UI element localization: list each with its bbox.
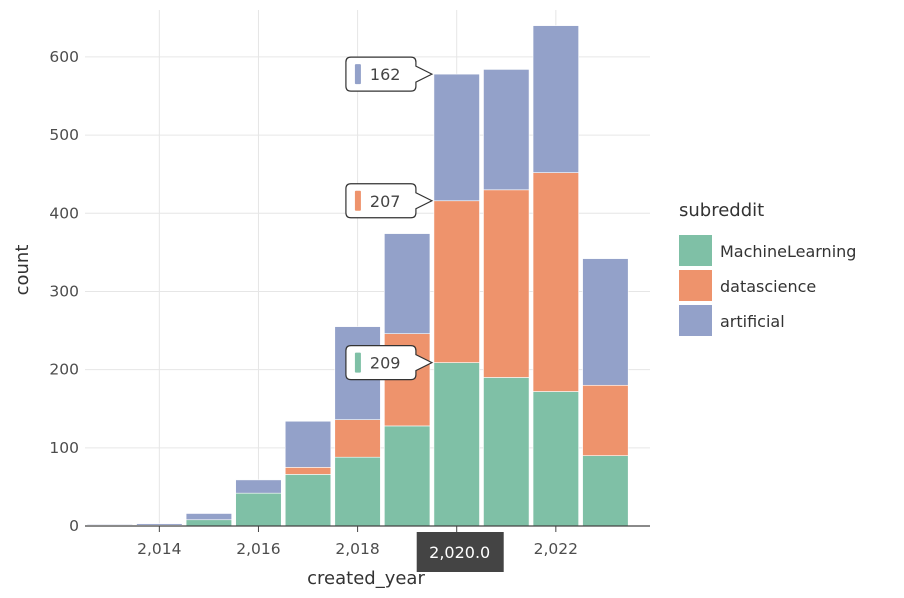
bar-segment-artificial[interactable] bbox=[433, 73, 480, 202]
x-tick-label: 2,016 bbox=[236, 540, 280, 558]
hover-tooltips: 162 207 209 2,020.0 bbox=[345, 56, 504, 572]
y-tick-label: 200 bbox=[49, 361, 79, 379]
bar-segment-datascience[interactable] bbox=[433, 200, 480, 363]
y-tick-label: 600 bbox=[49, 48, 79, 66]
y-axis-ticks: 0 100 200 300 400 500 600 bbox=[49, 48, 79, 535]
bar-segment-machinelearning[interactable] bbox=[384, 425, 431, 527]
bar-segment-artificial[interactable] bbox=[532, 25, 579, 173]
bar-segment-machinelearning[interactable] bbox=[433, 362, 480, 527]
y-axis-title: count bbox=[12, 245, 33, 296]
tooltip-swatch bbox=[354, 190, 361, 211]
legend: subreddit MachineLearning datascience arti… bbox=[679, 200, 856, 336]
bar-segment-artificial[interactable] bbox=[86, 524, 133, 526]
y-tick-label: 500 bbox=[49, 126, 79, 144]
legend-label: MachineLearning bbox=[720, 242, 856, 261]
hover-x-label-box bbox=[416, 532, 504, 572]
tooltip-swatch bbox=[354, 352, 361, 373]
bar-segment-artificial[interactable] bbox=[384, 233, 431, 334]
x-tick-label: 2,018 bbox=[335, 540, 379, 558]
tooltip-box bbox=[345, 183, 434, 219]
legend-title: subreddit bbox=[679, 200, 764, 221]
bar-segment-machinelearning[interactable] bbox=[185, 519, 233, 527]
bar-segment-artificial[interactable] bbox=[284, 420, 332, 468]
x-tick-label: 2,014 bbox=[137, 540, 181, 558]
legend-label: datascience bbox=[720, 277, 816, 296]
tooltip-box bbox=[345, 56, 434, 92]
bar-segment-artificial[interactable] bbox=[136, 523, 183, 526]
bar-segment-datascience[interactable] bbox=[284, 467, 332, 475]
bar-segment-machinelearning[interactable] bbox=[235, 492, 282, 527]
legend-swatch bbox=[679, 270, 712, 301]
y-tick-label: 100 bbox=[49, 439, 79, 457]
bar-segment-machinelearning[interactable] bbox=[582, 455, 629, 527]
tooltip-value: 207 bbox=[370, 192, 401, 211]
bar-segment-artificial[interactable] bbox=[235, 479, 282, 494]
bar-segment-machinelearning[interactable] bbox=[334, 456, 381, 527]
y-tick-label: 300 bbox=[49, 282, 79, 300]
y-tick-label: 400 bbox=[49, 204, 79, 222]
hover-x-label: 2,020.0 bbox=[429, 543, 490, 562]
bar-segment-machinelearning[interactable] bbox=[284, 474, 332, 527]
bar-segment-machinelearning[interactable] bbox=[532, 391, 579, 527]
x-axis-title: created_year bbox=[307, 568, 425, 589]
tooltip-value: 209 bbox=[370, 354, 401, 373]
bar-segment-artificial[interactable] bbox=[582, 258, 629, 386]
y-tick-label: 0 bbox=[69, 517, 79, 535]
x-tick-label: 2,022 bbox=[534, 540, 578, 558]
tooltip-box bbox=[345, 345, 434, 381]
bar-segment-artificial[interactable] bbox=[483, 69, 530, 191]
legend-swatch bbox=[679, 305, 712, 336]
bars bbox=[86, 25, 629, 527]
bar-segment-datascience[interactable] bbox=[532, 172, 579, 392]
bar-segment-datascience[interactable] bbox=[334, 419, 381, 458]
legend-label: artificial bbox=[720, 312, 785, 331]
tooltip-swatch bbox=[354, 64, 361, 85]
tooltip-value: 162 bbox=[370, 65, 401, 84]
bar-segment-artificial[interactable] bbox=[185, 513, 233, 521]
legend-swatch bbox=[679, 235, 712, 266]
bar-segment-datascience[interactable] bbox=[582, 384, 629, 456]
bar-segment-datascience[interactable] bbox=[483, 189, 530, 378]
bar-segment-machinelearning[interactable] bbox=[483, 377, 530, 527]
